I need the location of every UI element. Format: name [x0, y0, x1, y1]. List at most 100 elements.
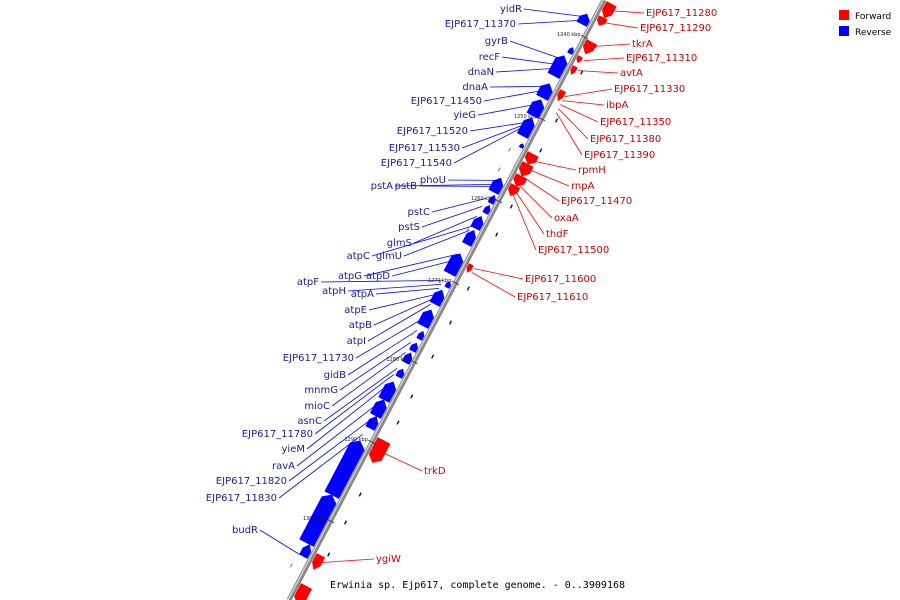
scale-tick — [494, 198, 503, 204]
scale-tick-label: 1250 kbp — [514, 114, 538, 120]
scale-ticks: 1240 kbp 1250 kbp 1260 kbp 1270 kbp 1280 kbp… — [303, 32, 589, 524]
forward-label-leader — [558, 108, 589, 140]
reverse-gene-label: pstB — [395, 181, 417, 192]
reverse-gene-arrow — [416, 330, 425, 341]
reverse-gene-label: asnC — [297, 416, 322, 427]
reverse-gene-arrow — [518, 143, 525, 149]
reverse-label-leader — [523, 8, 582, 17]
reverse-gene-label: dnaN — [468, 67, 494, 78]
scale-tick-label: 1290 kbp — [344, 437, 368, 443]
forward-gene-label: EJP617_11380 — [590, 134, 661, 145]
reverse-gene-label: glmU — [376, 251, 402, 262]
forward-label-leader — [530, 160, 577, 171]
forward-gene-label: EJP617_11470 — [561, 196, 632, 207]
reverse-label-leader — [314, 374, 395, 435]
reverse-gene-arrow — [482, 204, 491, 215]
forward-label-leader — [472, 272, 516, 298]
reverse-label-leader — [363, 254, 457, 277]
reverse-gene-label: EJP617_11730 — [283, 353, 354, 364]
forward-gene-label: EJP617_11280 — [646, 8, 717, 19]
legend: Forward Reverse — [839, 10, 892, 38]
feature-dash — [410, 394, 414, 399]
reverse-gene-arrow — [299, 494, 337, 547]
forward-gene-label: ygiW — [376, 554, 401, 565]
reverse-gene-label: atpI — [347, 336, 366, 347]
forward-gene-label: ibpA — [606, 100, 628, 111]
gene-arrows — [294, 1, 617, 600]
forward-label-leader — [474, 268, 524, 280]
forward-gene-arrow — [557, 89, 567, 102]
reverse-label-leader — [421, 206, 483, 228]
forward-gene-label: EJP617_11330 — [614, 84, 685, 95]
forward-label-leader — [560, 104, 599, 123]
forward-gene-label: EJP617_11390 — [584, 150, 655, 161]
genome-backbone-highlight — [287, 0, 604, 600]
forward-gene-arrow — [294, 583, 312, 600]
reverse-label-leader — [278, 434, 363, 499]
forward-gene-arrow — [312, 553, 326, 570]
reverse-gene-label: gyrB — [485, 36, 508, 47]
reverse-gene-arrow — [299, 544, 312, 559]
reverse-gene-label: pstA — [371, 181, 393, 192]
forward-gene-label: oxaA — [554, 213, 579, 224]
reverse-label-leader — [323, 368, 398, 422]
forward-gene-label: trkD — [424, 466, 446, 477]
forward-gene-label: EJP617_11350 — [600, 117, 671, 128]
reverse-label-leader — [347, 330, 418, 376]
forward-gene-label: thdF — [546, 229, 569, 240]
scale-tick-label: 1260 kbp — [471, 196, 495, 202]
reverse-gene-arrow — [516, 117, 535, 139]
reverse-label-leader — [320, 280, 444, 283]
reverse-gene-label: EJP617_11540 — [381, 158, 452, 169]
forward-gene-label: EJP617_11500 — [538, 245, 609, 256]
reverse-gene-arrow — [365, 416, 379, 431]
reverse-label-leader — [509, 40, 560, 59]
forward-label-leader — [578, 70, 619, 74]
reverse-gene-label: EJP617_11780 — [242, 429, 313, 440]
reverse-label-leader — [489, 86, 546, 88]
reverse-label-leader — [403, 230, 470, 257]
reverse-label-leader — [413, 216, 477, 244]
reverse-gene-label: EJP617_11520 — [397, 126, 468, 137]
feature-dash — [509, 204, 513, 209]
forward-gene-arrow — [601, 1, 617, 19]
reverse-gene-label: recF — [479, 52, 501, 63]
reverse-label-leader — [517, 20, 580, 25]
reverse-label-leader — [288, 420, 370, 482]
reverse-gene-arrow — [536, 83, 553, 101]
reverse-label-leader — [495, 68, 555, 73]
reverse-gene-arrow — [567, 47, 574, 55]
reverse-gene-label: atpB — [349, 320, 372, 331]
feature-dash — [539, 148, 543, 153]
scale-tick — [368, 439, 376, 445]
forward-gene-arrow — [518, 161, 534, 177]
reverse-gene-arrow — [369, 399, 387, 419]
reverse-gene-label: mioC — [304, 401, 330, 412]
legend-label-forward: Forward — [855, 12, 891, 22]
reverse-gene-label: yieG — [453, 110, 476, 121]
reverse-label-leader — [483, 90, 544, 102]
reverse-gene-arrow — [547, 55, 568, 79]
reverse-label-leader — [367, 304, 431, 342]
forward-label-leader — [518, 184, 553, 219]
forward-gene-arrow — [466, 263, 474, 273]
reverse-gene-arrow — [395, 368, 405, 379]
reverse-gene-label: pstC — [408, 207, 430, 218]
feature-dash — [289, 563, 293, 568]
reverse-gene-label: yieM — [282, 444, 305, 455]
forward-gene-arrow — [368, 437, 391, 463]
forward-gene-label: rpmH — [578, 165, 606, 176]
feature-dash — [396, 420, 400, 425]
reverse-label-leader — [371, 226, 472, 257]
legend-label-reverse: Reverse — [855, 28, 892, 38]
feature-dash — [495, 232, 499, 237]
scale-tick — [326, 518, 335, 524]
reverse-gene-arrow — [470, 216, 484, 231]
forward-gene-label: EJP617_11610 — [517, 292, 588, 303]
reverse-label-leader — [394, 184, 494, 187]
scale-tick-label: 1300 kbp — [303, 516, 327, 522]
feature-dash — [343, 520, 348, 525]
forward-label-leader — [522, 176, 560, 202]
feature-dash — [448, 320, 453, 325]
